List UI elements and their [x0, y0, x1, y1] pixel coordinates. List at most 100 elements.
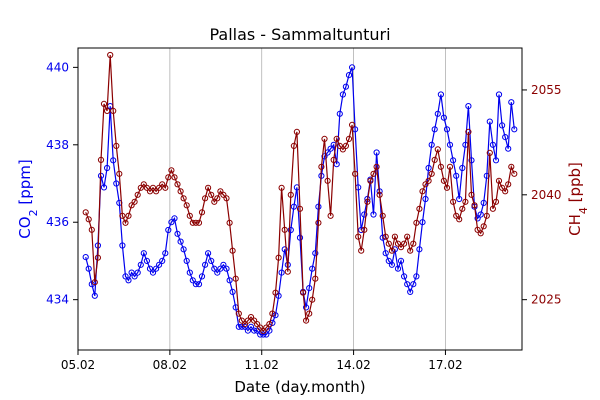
data-point-ch4: [266, 321, 273, 328]
data-point-ch4: [251, 317, 258, 324]
data-point-ch4: [468, 191, 475, 198]
data-point-ch4: [318, 163, 325, 170]
data-point-ch4: [174, 181, 181, 188]
left-y-tick-label: 436: [46, 215, 69, 229]
data-point-co2: [287, 226, 294, 234]
left-y-tick-label: 434: [46, 293, 69, 307]
data-point-co2: [229, 288, 236, 295]
data-point-co2: [85, 265, 92, 272]
data-point-ch4: [511, 170, 518, 177]
left-y-axis: 434 436 438 440: [46, 60, 78, 307]
data-point-ch4: [214, 195, 221, 202]
data-point-ch4: [198, 209, 206, 216]
data-point-ch4: [94, 254, 102, 261]
data-point-ch4: [502, 188, 509, 195]
data-point-ch4: [440, 177, 447, 184]
data-point-co2: [226, 277, 233, 284]
data-point-ch4: [453, 212, 460, 219]
data-point-co2: [91, 292, 98, 299]
data-point-co2: [486, 118, 493, 125]
data-point-ch4: [303, 317, 310, 324]
data-point-co2: [272, 312, 279, 319]
data-point-ch4: [339, 146, 346, 153]
data-point-co2: [257, 331, 264, 338]
data-point-co2: [345, 72, 353, 79]
data-point-co2: [407, 288, 414, 295]
data-point-co2: [263, 331, 270, 338]
data-point-ch4: [373, 163, 380, 170]
data-point-co2: [177, 238, 184, 245]
right-axis-title-sub: 4: [577, 207, 590, 214]
data-point-co2: [425, 164, 432, 172]
data-point-ch4: [88, 226, 95, 233]
x-tick-label: 11.02: [245, 358, 279, 372]
plot-frame: [77, 47, 523, 351]
data-point-ch4: [355, 233, 362, 240]
data-point-ch4: [296, 205, 304, 212]
data-point-ch4: [450, 198, 457, 205]
data-point-co2: [131, 273, 138, 280]
data-point-ch4: [162, 184, 169, 191]
data-point-co2: [306, 285, 313, 292]
data-point-co2: [290, 203, 297, 210]
data-point-co2: [125, 277, 132, 284]
data-point-ch4: [443, 184, 451, 191]
data-point-ch4: [352, 170, 359, 177]
left-axis-title-sub: 2: [27, 209, 40, 216]
data-point-ch4: [465, 128, 472, 135]
data-point-co2: [220, 261, 227, 268]
data-point-ch4: [379, 212, 386, 219]
data-point-co2: [174, 230, 181, 237]
data-point-ch4: [342, 142, 349, 149]
data-point-co2: [235, 323, 242, 330]
data-point-ch4: [370, 170, 377, 177]
data-point-co2: [140, 250, 147, 257]
right-y-tick-label: 2025: [531, 293, 562, 307]
data-point-co2: [168, 219, 175, 226]
data-point-ch4: [471, 202, 478, 209]
data-point-ch4: [220, 191, 227, 198]
data-point-ch4: [330, 156, 337, 163]
data-point-ch4: [146, 188, 154, 195]
data-point-ch4: [149, 184, 157, 191]
data-point-ch4: [315, 219, 322, 226]
data-point-ch4: [401, 240, 408, 247]
right-axis-title-main: CH: [566, 214, 584, 236]
data-point-co2: [183, 257, 190, 264]
data-point-ch4: [419, 188, 426, 195]
data-point-ch4: [217, 188, 224, 195]
data-point-ch4: [137, 184, 144, 191]
series-ch4: [82, 51, 518, 335]
data-point-ch4: [477, 230, 484, 237]
data-point-co2: [110, 157, 117, 164]
data-point-co2: [186, 269, 193, 276]
data-point-co2: [134, 269, 141, 276]
data-point-co2: [404, 281, 411, 288]
data-point-ch4: [382, 233, 389, 240]
data-point-ch4: [128, 202, 135, 209]
data-point-ch4: [437, 163, 444, 170]
data-point-ch4: [263, 324, 270, 331]
data-point-co2: [309, 265, 316, 272]
data-point-ch4: [434, 146, 441, 153]
data-point-ch4: [153, 188, 160, 195]
data-point-co2: [431, 126, 438, 133]
x-tick-label: 17.02: [428, 358, 462, 372]
data-point-co2: [82, 254, 89, 261]
data-point-co2: [450, 157, 457, 164]
data-point-ch4: [229, 247, 236, 254]
data-point-ch4: [180, 195, 187, 202]
data-point-ch4: [116, 170, 123, 177]
data-point-co2: [333, 161, 340, 168]
data-point-ch4: [456, 216, 463, 223]
data-point-ch4: [333, 135, 340, 142]
data-point-co2: [456, 195, 463, 203]
data-point-co2: [459, 164, 466, 172]
data-point-co2: [440, 114, 447, 121]
left-y-tick-label: 440: [46, 60, 69, 74]
data-point-ch4: [388, 247, 395, 254]
left-y-tick-label: 438: [46, 138, 69, 152]
data-point-ch4: [287, 191, 294, 198]
data-point-ch4: [238, 317, 245, 324]
